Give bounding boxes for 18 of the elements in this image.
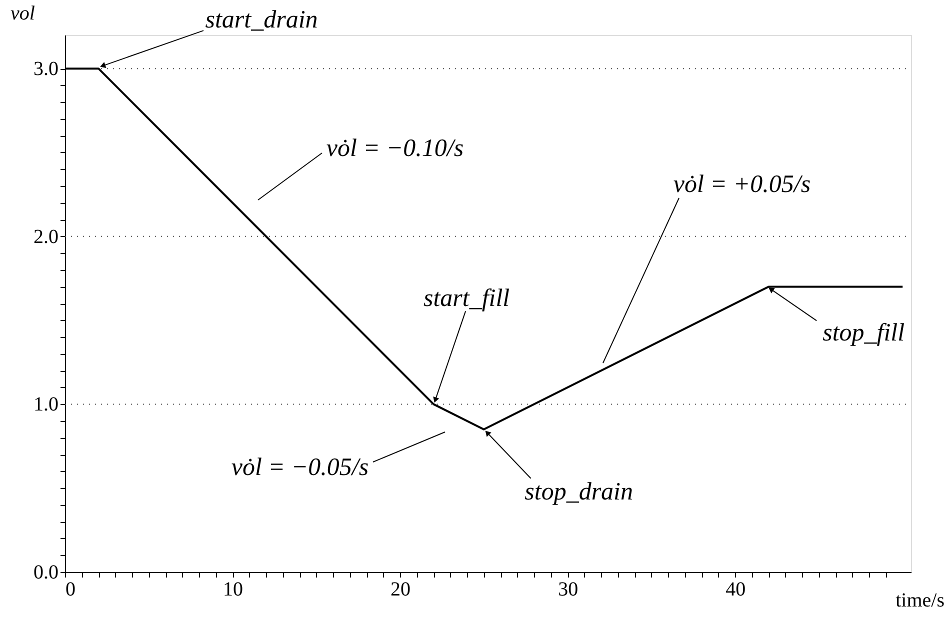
x-tick-label: 0 [66,578,76,600]
annotation: stop_drain [524,478,633,506]
annotation: vȯl = −0.10/s [326,135,464,162]
annotation: vȯl = +0.05/s [673,171,811,198]
y-tick-label: 3.0 [34,58,58,80]
y-tick-label: 2.0 [34,226,58,248]
x-tick-label: 40 [726,578,746,600]
annotation: vȯl = −0.05/s [231,454,369,481]
x-tick-label: 10 [223,578,244,600]
annotation: stop_fill [822,320,905,347]
annotation: start_fill [423,285,510,312]
y-tick-label: 1.0 [34,394,58,416]
x-tick-label: 30 [558,578,578,600]
x-tick-label: 20 [390,578,411,600]
x-axis-title: time/s [896,590,945,612]
y-tick-label: 0.0 [34,562,58,584]
y-axis-title: vol [10,2,36,24]
annotation: start_drain [205,6,318,34]
